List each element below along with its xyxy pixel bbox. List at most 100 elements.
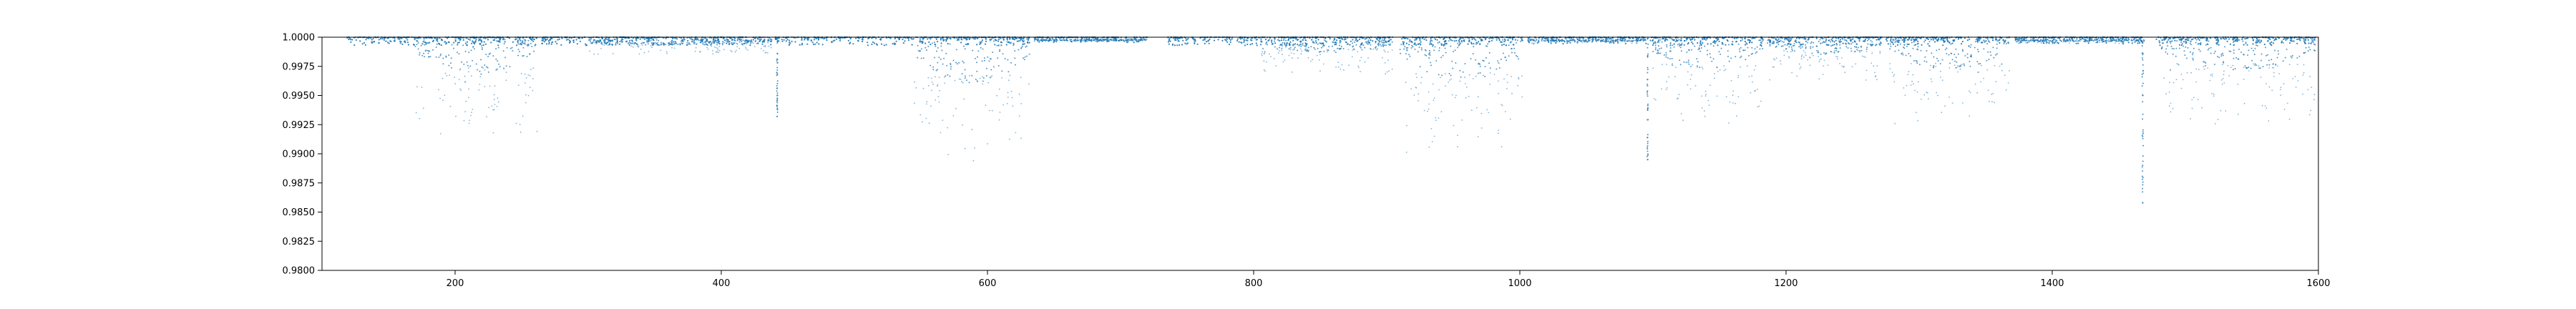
data-point bbox=[420, 44, 422, 46]
data-point bbox=[943, 57, 945, 59]
data-point bbox=[1292, 57, 1293, 59]
data-point bbox=[1963, 64, 1966, 67]
data-point bbox=[1185, 37, 1187, 39]
data-point bbox=[1028, 41, 1030, 44]
data-point bbox=[505, 79, 507, 82]
data-point bbox=[1855, 43, 1858, 45]
data-point bbox=[585, 43, 587, 45]
data-point bbox=[1286, 42, 1288, 44]
data-point bbox=[1350, 40, 1352, 42]
data-point bbox=[1481, 39, 1483, 41]
data-point bbox=[1953, 54, 1956, 56]
data-point bbox=[1504, 39, 1506, 41]
data-point bbox=[1790, 39, 1792, 41]
data-point bbox=[1135, 40, 1137, 41]
data-point bbox=[1506, 44, 1507, 46]
data-point bbox=[1991, 93, 1993, 95]
data-point bbox=[1000, 44, 1002, 46]
data-point bbox=[1445, 73, 1446, 74]
data-point bbox=[1774, 59, 1776, 61]
data-point bbox=[1987, 51, 1989, 53]
data-point bbox=[1361, 49, 1363, 51]
data-point bbox=[1417, 43, 1419, 45]
data-point bbox=[371, 39, 374, 41]
data-point bbox=[996, 44, 998, 46]
data-point bbox=[944, 77, 945, 78]
data-point bbox=[1777, 44, 1780, 46]
data-point bbox=[1362, 44, 1365, 46]
data-point bbox=[669, 42, 671, 44]
data-point bbox=[1787, 42, 1789, 44]
data-point bbox=[1970, 54, 1972, 56]
data-point bbox=[964, 77, 966, 79]
data-point bbox=[475, 63, 477, 65]
data-point bbox=[932, 42, 933, 44]
data-point bbox=[1792, 49, 1793, 52]
data-point bbox=[1726, 39, 1728, 41]
data-point bbox=[1450, 39, 1453, 41]
data-point bbox=[1702, 68, 1704, 70]
data-point bbox=[467, 38, 469, 40]
data-point bbox=[1679, 59, 1681, 62]
data-point bbox=[723, 39, 726, 41]
data-point bbox=[1290, 52, 1292, 54]
data-point bbox=[1442, 54, 1444, 57]
data-point bbox=[1716, 66, 1718, 68]
data-point bbox=[423, 39, 425, 41]
data-point bbox=[693, 39, 696, 41]
data-point bbox=[1097, 40, 1099, 42]
data-point bbox=[636, 45, 638, 47]
data-point bbox=[1333, 39, 1335, 41]
data-point bbox=[438, 57, 440, 59]
data-point bbox=[670, 41, 673, 43]
data-point bbox=[1205, 41, 1208, 43]
data-point bbox=[1699, 40, 1702, 42]
data-point bbox=[1301, 50, 1303, 52]
data-point bbox=[728, 41, 731, 43]
data-point bbox=[1719, 53, 1722, 55]
data-point bbox=[981, 60, 983, 62]
data-point bbox=[1915, 44, 1917, 46]
data-point bbox=[1444, 42, 1446, 45]
data-point bbox=[1513, 47, 1516, 49]
data-point bbox=[965, 39, 967, 41]
data-point bbox=[1418, 93, 1420, 95]
data-point bbox=[1073, 40, 1075, 42]
data-point bbox=[1009, 42, 1011, 44]
data-point bbox=[1685, 62, 1687, 64]
data-point bbox=[442, 63, 444, 65]
data-point bbox=[1462, 71, 1464, 73]
data-point bbox=[752, 39, 754, 41]
data-point bbox=[1429, 41, 1431, 43]
data-point bbox=[1028, 83, 1030, 85]
data-point bbox=[655, 39, 658, 41]
data-point bbox=[1843, 39, 1845, 41]
data-point bbox=[1472, 53, 1474, 55]
data-point bbox=[937, 46, 939, 49]
data-point bbox=[1499, 41, 1502, 43]
data-point bbox=[424, 44, 426, 46]
data-point bbox=[1679, 39, 1682, 41]
data-point bbox=[1890, 38, 1892, 40]
data-point bbox=[656, 42, 658, 44]
data-point bbox=[1376, 49, 1377, 51]
data-point bbox=[1498, 39, 1501, 41]
data-point bbox=[1457, 146, 1458, 148]
data-point bbox=[1098, 39, 1100, 41]
data-point bbox=[915, 87, 917, 89]
data-point bbox=[1940, 77, 1941, 78]
data-point bbox=[1579, 39, 1581, 41]
data-point bbox=[1833, 50, 1835, 52]
data-point bbox=[1755, 90, 1757, 92]
data-point bbox=[1468, 39, 1470, 41]
data-point bbox=[1937, 94, 1939, 97]
data-point bbox=[1775, 45, 1777, 47]
data-point bbox=[1654, 41, 1657, 43]
data-point bbox=[1518, 77, 1520, 79]
data-point bbox=[1986, 69, 1989, 71]
data-point bbox=[1038, 41, 1040, 43]
data-point bbox=[1735, 41, 1737, 43]
data-point bbox=[1359, 59, 1361, 62]
data-point bbox=[472, 109, 474, 110]
data-point bbox=[1809, 57, 1810, 58]
